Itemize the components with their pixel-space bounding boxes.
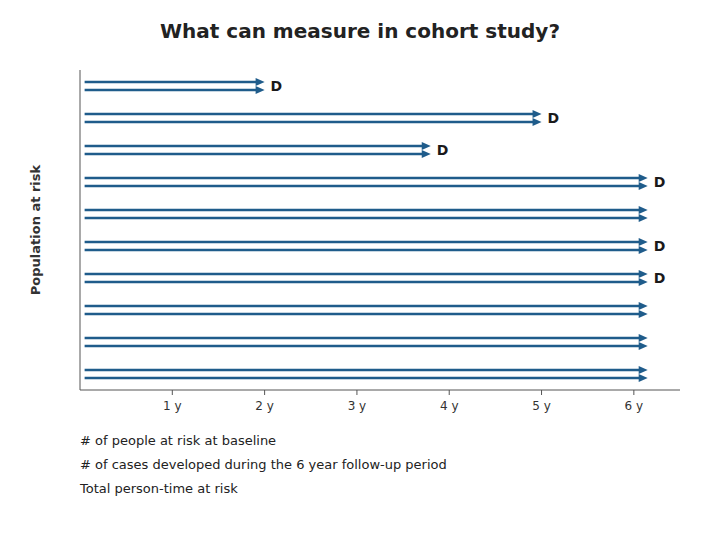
x-tick [541,390,542,395]
x-tick-label: 4 y [440,399,459,413]
arrow [85,238,648,254]
chart: What can measure in cohort study? Populat… [0,0,720,540]
annotation: Total person-time at risk [79,481,238,496]
annotation: # of people at risk at baseline [80,433,276,448]
arrow [85,142,431,158]
x-tick [449,390,450,395]
arrow [85,302,648,318]
x-tick-label: 2 y [255,399,274,413]
x-tick [264,390,265,395]
end-label: D [437,142,449,158]
chart-container: What can measure in cohort study? Populat… [0,0,720,540]
x-tick-label: 5 y [532,399,551,413]
x-tick [172,390,173,395]
title: What can measure in cohort study? [160,19,560,43]
y-axis-label: Population at risk [28,164,43,295]
end-label: D [654,174,666,190]
annotation: # of cases developed during the 6 year f… [80,457,447,472]
arrow [85,174,648,190]
x-tick-label: 1 y [163,399,182,413]
x-tick-label: 6 y [625,399,644,413]
x-axis-line [80,390,680,391]
arrow [85,78,265,94]
marks [85,78,648,382]
arrow [85,366,648,382]
x-tick [356,390,357,395]
arrow [85,270,648,286]
x-tick [633,390,634,395]
y-axis-line [80,70,81,390]
arrow [85,206,648,222]
arrow [85,334,648,350]
end-label: D [548,110,560,126]
end-label: D [654,238,666,254]
end-label: D [271,78,283,94]
end-label: D [654,270,666,286]
arrow [85,110,542,126]
x-tick-label: 3 y [348,399,367,413]
